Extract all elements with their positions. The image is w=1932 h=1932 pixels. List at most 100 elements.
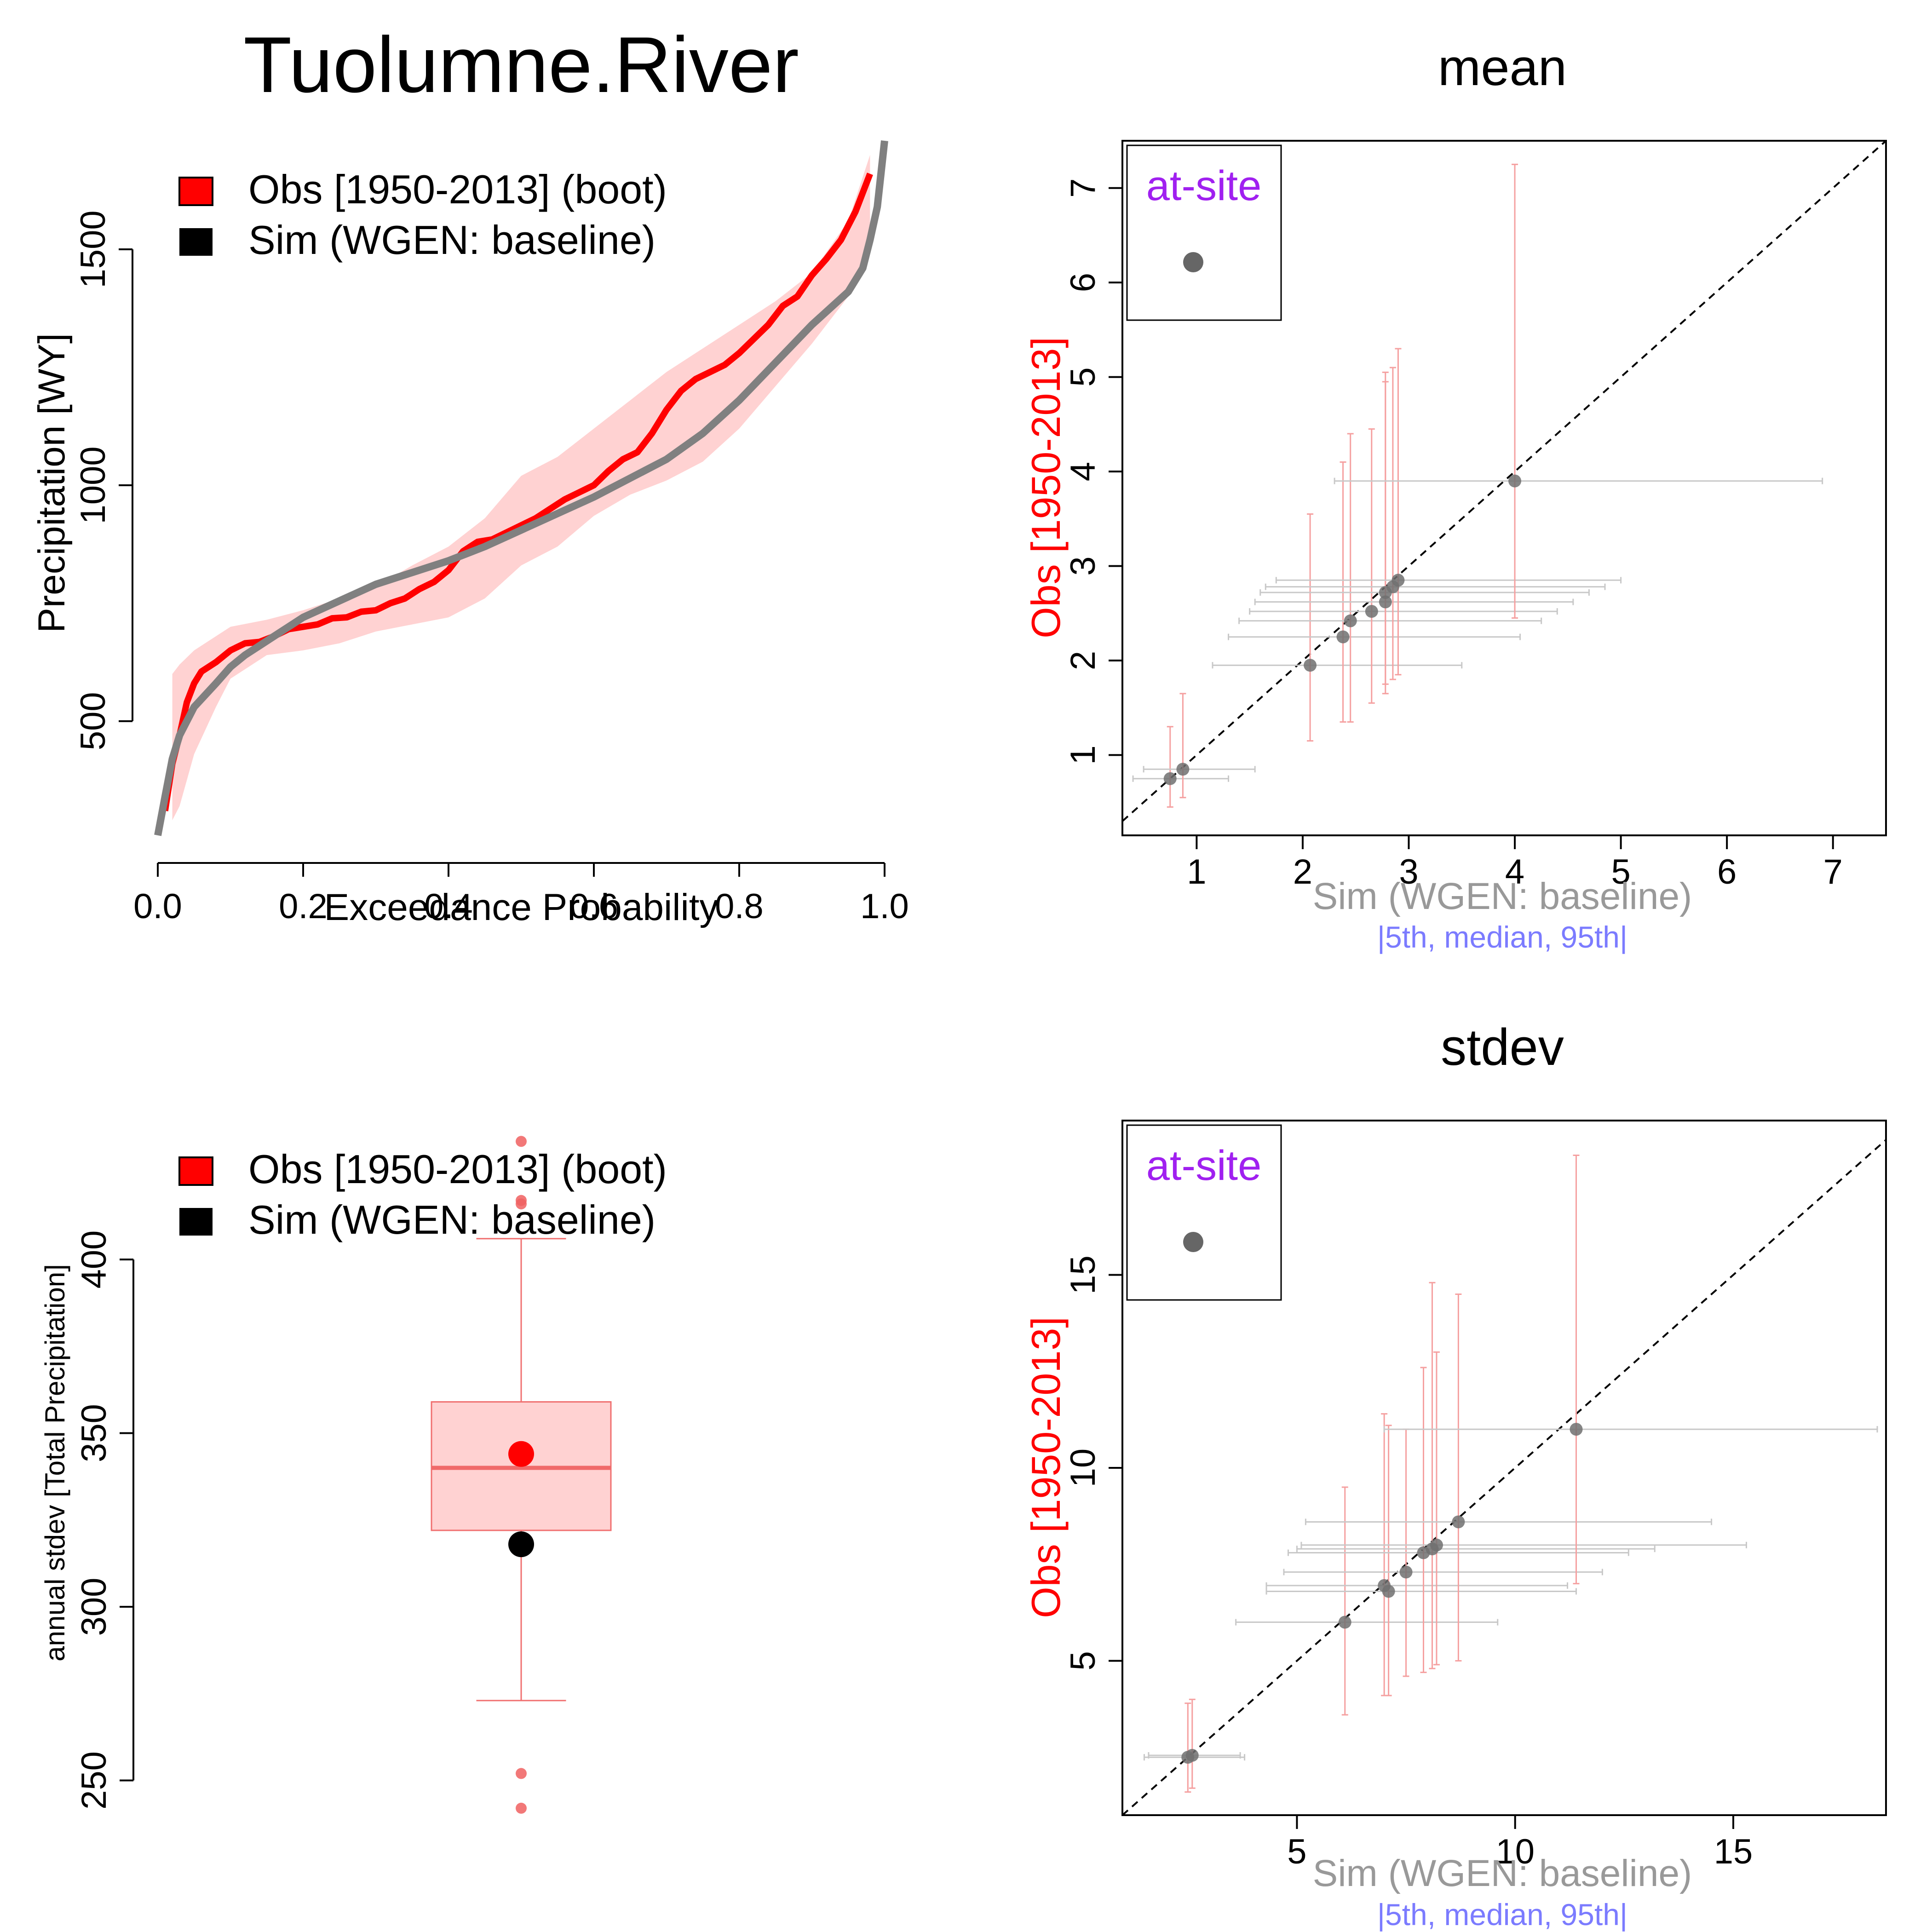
legend-label-obs: Obs [1950-2013] (boot) bbox=[248, 167, 667, 212]
x-tick-label: 0.0 bbox=[133, 887, 182, 926]
at-site-legend-label: at-site bbox=[1146, 162, 1262, 209]
site-point bbox=[1163, 772, 1177, 785]
legend-swatch-sim-2 bbox=[179, 1208, 213, 1236]
stdev-legend: at-site bbox=[1126, 1124, 1282, 1301]
stdev-y-label: Obs [1950-2013] bbox=[1023, 1317, 1069, 1618]
y-tick-label: 1500 bbox=[74, 210, 113, 288]
stdev-x-label: Sim (WGEN: baseline) bbox=[1313, 1852, 1692, 1894]
identity-line bbox=[1121, 140, 1887, 822]
mean-y-label: Obs [1950-2013] bbox=[1023, 337, 1069, 638]
outlier-point bbox=[516, 1198, 527, 1210]
x-tick-label: 0.6 bbox=[569, 887, 618, 926]
site-point bbox=[1304, 659, 1317, 672]
y-tick-label: 4 bbox=[1064, 462, 1103, 481]
obs-band-area bbox=[172, 155, 870, 821]
stdev-x-caption: |5th, median, 95th| bbox=[1377, 1898, 1627, 1932]
x-tick-label: 1.0 bbox=[860, 887, 909, 926]
x-tick-label: 6 bbox=[1717, 852, 1736, 891]
outlier-point bbox=[516, 1768, 527, 1779]
stdev-title: stdev bbox=[1441, 1018, 1564, 1076]
mean-plot-frame bbox=[1121, 140, 1887, 836]
at-site-legend-marker-2 bbox=[1183, 1232, 1203, 1252]
y-tick-label: 15 bbox=[1064, 1255, 1103, 1294]
y-tick-label: 350 bbox=[75, 1404, 114, 1462]
outlier-point bbox=[516, 1802, 527, 1814]
x-tick-label: 5 bbox=[1611, 852, 1630, 891]
x-tick-label: 7 bbox=[1823, 852, 1843, 891]
box-panel: 250 300 350 400 annual stdev [Total Precipi… bbox=[40, 1136, 667, 1814]
legend-label-sim: Sim (WGEN: baseline) bbox=[248, 217, 656, 263]
x-tick-label: 0.4 bbox=[424, 887, 473, 926]
site-point bbox=[1508, 474, 1522, 488]
at-site-legend-marker bbox=[1183, 252, 1203, 272]
y-tick-label: 300 bbox=[75, 1578, 114, 1636]
exceedance-axes: 0.0 0.2 0.4 0.6 0.8 1.0 500 1000 1500 bbox=[74, 210, 909, 926]
site-point bbox=[1430, 1538, 1443, 1552]
x-tick-label: 1 bbox=[1187, 852, 1206, 891]
mean-x-caption: |5th, median, 95th| bbox=[1377, 920, 1627, 954]
stdev-panel: stdev 5 10 15 5 10 15 Sim (WGEN: baseline) |5… bbox=[1023, 1018, 1887, 1932]
x-tick-label: 2 bbox=[1293, 852, 1312, 891]
y-tick-label: 5 bbox=[1064, 367, 1103, 386]
mean-panel: mean 1 2 3 4 5 6 7 1 2 3 4 5 6 7 Sim (WGEN: baseline)… bbox=[1023, 39, 1887, 954]
stdev-marks bbox=[1121, 1139, 1887, 1816]
legend-swatch-sim bbox=[179, 228, 213, 256]
y-tick-label: 10 bbox=[1064, 1449, 1103, 1488]
site-point bbox=[1392, 574, 1405, 587]
stdev-axes: 5 10 15 5 10 15 bbox=[1064, 1255, 1753, 1871]
y-tick-label: 400 bbox=[75, 1230, 114, 1289]
x-tick-label: 5 bbox=[1287, 1832, 1306, 1871]
x-tick-label: 15 bbox=[1714, 1832, 1753, 1871]
y-tick-label: 250 bbox=[75, 1751, 114, 1810]
at-site-legend-box bbox=[1126, 144, 1282, 321]
x-tick-label: 0.8 bbox=[715, 887, 764, 926]
site-point bbox=[1338, 1616, 1351, 1629]
legend-swatch-obs-2 bbox=[178, 1156, 213, 1186]
legend-label-sim-2: Sim (WGEN: baseline) bbox=[248, 1197, 656, 1242]
mean-legend: at-site bbox=[1126, 144, 1282, 321]
site-point bbox=[1336, 630, 1350, 644]
at-site-legend-label-2: at-site bbox=[1146, 1142, 1262, 1189]
box-marks bbox=[431, 1136, 612, 1814]
site-point bbox=[1399, 1565, 1413, 1579]
site-point bbox=[1176, 763, 1190, 776]
mean-axes: 1 2 3 4 5 6 7 1 2 3 4 5 6 7 bbox=[1064, 178, 1843, 891]
identity-line bbox=[1121, 1139, 1887, 1816]
y-tick-label: 2 bbox=[1064, 651, 1103, 670]
exceedance-y-label: Precipitation [WY] bbox=[31, 333, 73, 633]
y-tick-label: 7 bbox=[1064, 178, 1103, 198]
y-tick-label: 1000 bbox=[74, 446, 113, 524]
box-legend: Obs [1950-2013] (boot) Sim (WGEN: baseli… bbox=[178, 1146, 667, 1242]
sim-stdev-point bbox=[508, 1531, 534, 1558]
x-tick-label: 3 bbox=[1399, 852, 1418, 891]
y-tick-label: 3 bbox=[1064, 556, 1103, 575]
box-axes: 250 300 350 400 bbox=[75, 1230, 134, 1810]
at-site-legend-box-2 bbox=[1126, 1124, 1282, 1301]
site-point bbox=[1452, 1515, 1465, 1529]
exceedance-legend: Obs [1950-2013] (boot) Sim (WGEN: baseli… bbox=[178, 167, 667, 263]
site-point bbox=[1185, 1748, 1199, 1762]
x-tick-label: 0.2 bbox=[279, 887, 328, 926]
y-tick-label: 6 bbox=[1064, 273, 1103, 292]
box-y-label: annual stdev [Total Precipitation] bbox=[40, 1264, 70, 1662]
site-point bbox=[1570, 1423, 1583, 1436]
mean-marks bbox=[1121, 140, 1887, 822]
outlier-point bbox=[516, 1136, 527, 1147]
legend-swatch-obs bbox=[178, 177, 213, 206]
site-point bbox=[1379, 595, 1392, 609]
y-tick-label: 5 bbox=[1064, 1651, 1103, 1670]
legend-label-obs-2: Obs [1950-2013] (boot) bbox=[248, 1146, 667, 1192]
y-tick-label: 500 bbox=[74, 692, 113, 750]
obs-stdev-point bbox=[508, 1441, 534, 1467]
site-point bbox=[1382, 1585, 1395, 1598]
exceedance-lines bbox=[154, 140, 888, 836]
exceedance-x-label: Exceedance Probability bbox=[324, 886, 719, 928]
mean-x-label: Sim (WGEN: baseline) bbox=[1313, 875, 1692, 917]
exceedance-panel: 0.0 0.2 0.4 0.6 0.8 1.0 500 1000 1500 Exceedance… bbox=[31, 140, 909, 928]
site-point bbox=[1365, 605, 1378, 618]
mean-title: mean bbox=[1438, 39, 1567, 96]
sim-exceedance-line bbox=[154, 140, 888, 836]
y-tick-label: 1 bbox=[1064, 745, 1103, 765]
x-tick-label: 4 bbox=[1505, 852, 1524, 891]
